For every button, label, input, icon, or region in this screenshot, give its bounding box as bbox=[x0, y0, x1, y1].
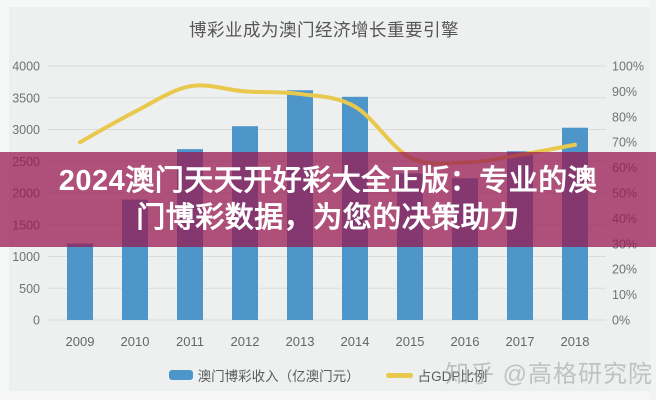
legend-label-revenue: 澳门博彩收入（亿澳门元） bbox=[197, 369, 360, 384]
left-axis-tick-label: 1000 bbox=[12, 250, 40, 264]
x-axis-label-2013: 2013 bbox=[286, 334, 315, 349]
x-axis-label-2011: 2011 bbox=[176, 334, 204, 349]
left-axis-tick-label: 0 bbox=[33, 314, 40, 328]
x-axis-label-2017: 2017 bbox=[506, 334, 535, 349]
legend-swatch-bar-icon bbox=[168, 370, 193, 380]
legend-swatch-line-icon bbox=[385, 372, 413, 378]
right-axis-tick-label: 20% bbox=[612, 263, 637, 277]
x-axis-label-2012: 2012 bbox=[231, 334, 260, 349]
border-strip-bottom bbox=[0, 391, 656, 400]
x-axis-label-2016: 2016 bbox=[451, 334, 480, 349]
x-axis-label-2009: 2009 bbox=[66, 334, 95, 349]
left-axis-tick-label: 3000 bbox=[12, 123, 40, 137]
border-strip-top bbox=[0, 0, 656, 7]
right-axis-tick-label: 10% bbox=[612, 288, 637, 302]
bar-2009 bbox=[67, 243, 93, 320]
promo-text-line-2: 门博彩数据，为您的决策助力 bbox=[136, 201, 520, 234]
legend-label-gdp-share: 占GDP比例 bbox=[417, 369, 488, 384]
x-axis-label-2010: 2010 bbox=[121, 334, 150, 349]
chart-title: 博彩业成为澳门经济增长重要引擎 bbox=[189, 20, 459, 40]
right-axis-tick-label: 70% bbox=[612, 136, 637, 150]
legend-item-revenue: 澳门博彩收入（亿澳门元） bbox=[168, 365, 360, 385]
x-axis-label-2014: 2014 bbox=[341, 334, 370, 349]
right-axis-tick-label: 90% bbox=[612, 85, 637, 99]
left-axis-tick-label: 4000 bbox=[12, 60, 40, 74]
x-axis-label-2015: 2015 bbox=[396, 334, 425, 349]
chart-legend: 澳门博彩收入（亿澳门元） 占GDP比例 bbox=[0, 365, 656, 385]
left-axis-tick-label: 3500 bbox=[12, 91, 40, 105]
promo-text-line-1: 2024澳门天天开好彩大全正版：专业的澳 bbox=[58, 164, 598, 197]
right-axis-tick-label: 100% bbox=[612, 60, 644, 74]
left-axis-tick-label: 500 bbox=[19, 282, 40, 296]
right-axis-tick-label: 80% bbox=[612, 110, 637, 124]
watermark: 知乎 @高格研究院 bbox=[444, 361, 653, 388]
legend-item-gdp-share: 占GDP比例 bbox=[385, 365, 488, 385]
x-axis-label-2018: 2018 bbox=[561, 334, 590, 349]
promo-overlay-banner: 2024澳门天天开好彩大全正版：专业的澳 门博彩数据，为您的决策助力 bbox=[0, 152, 656, 247]
right-axis-tick-label: 0% bbox=[612, 314, 630, 328]
